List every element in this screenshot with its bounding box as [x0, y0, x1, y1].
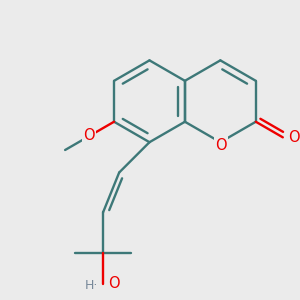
- Text: O: O: [288, 130, 299, 145]
- Text: O: O: [108, 276, 120, 291]
- Text: O: O: [83, 128, 94, 143]
- Text: H·: H·: [85, 279, 98, 292]
- Text: O: O: [215, 138, 227, 153]
